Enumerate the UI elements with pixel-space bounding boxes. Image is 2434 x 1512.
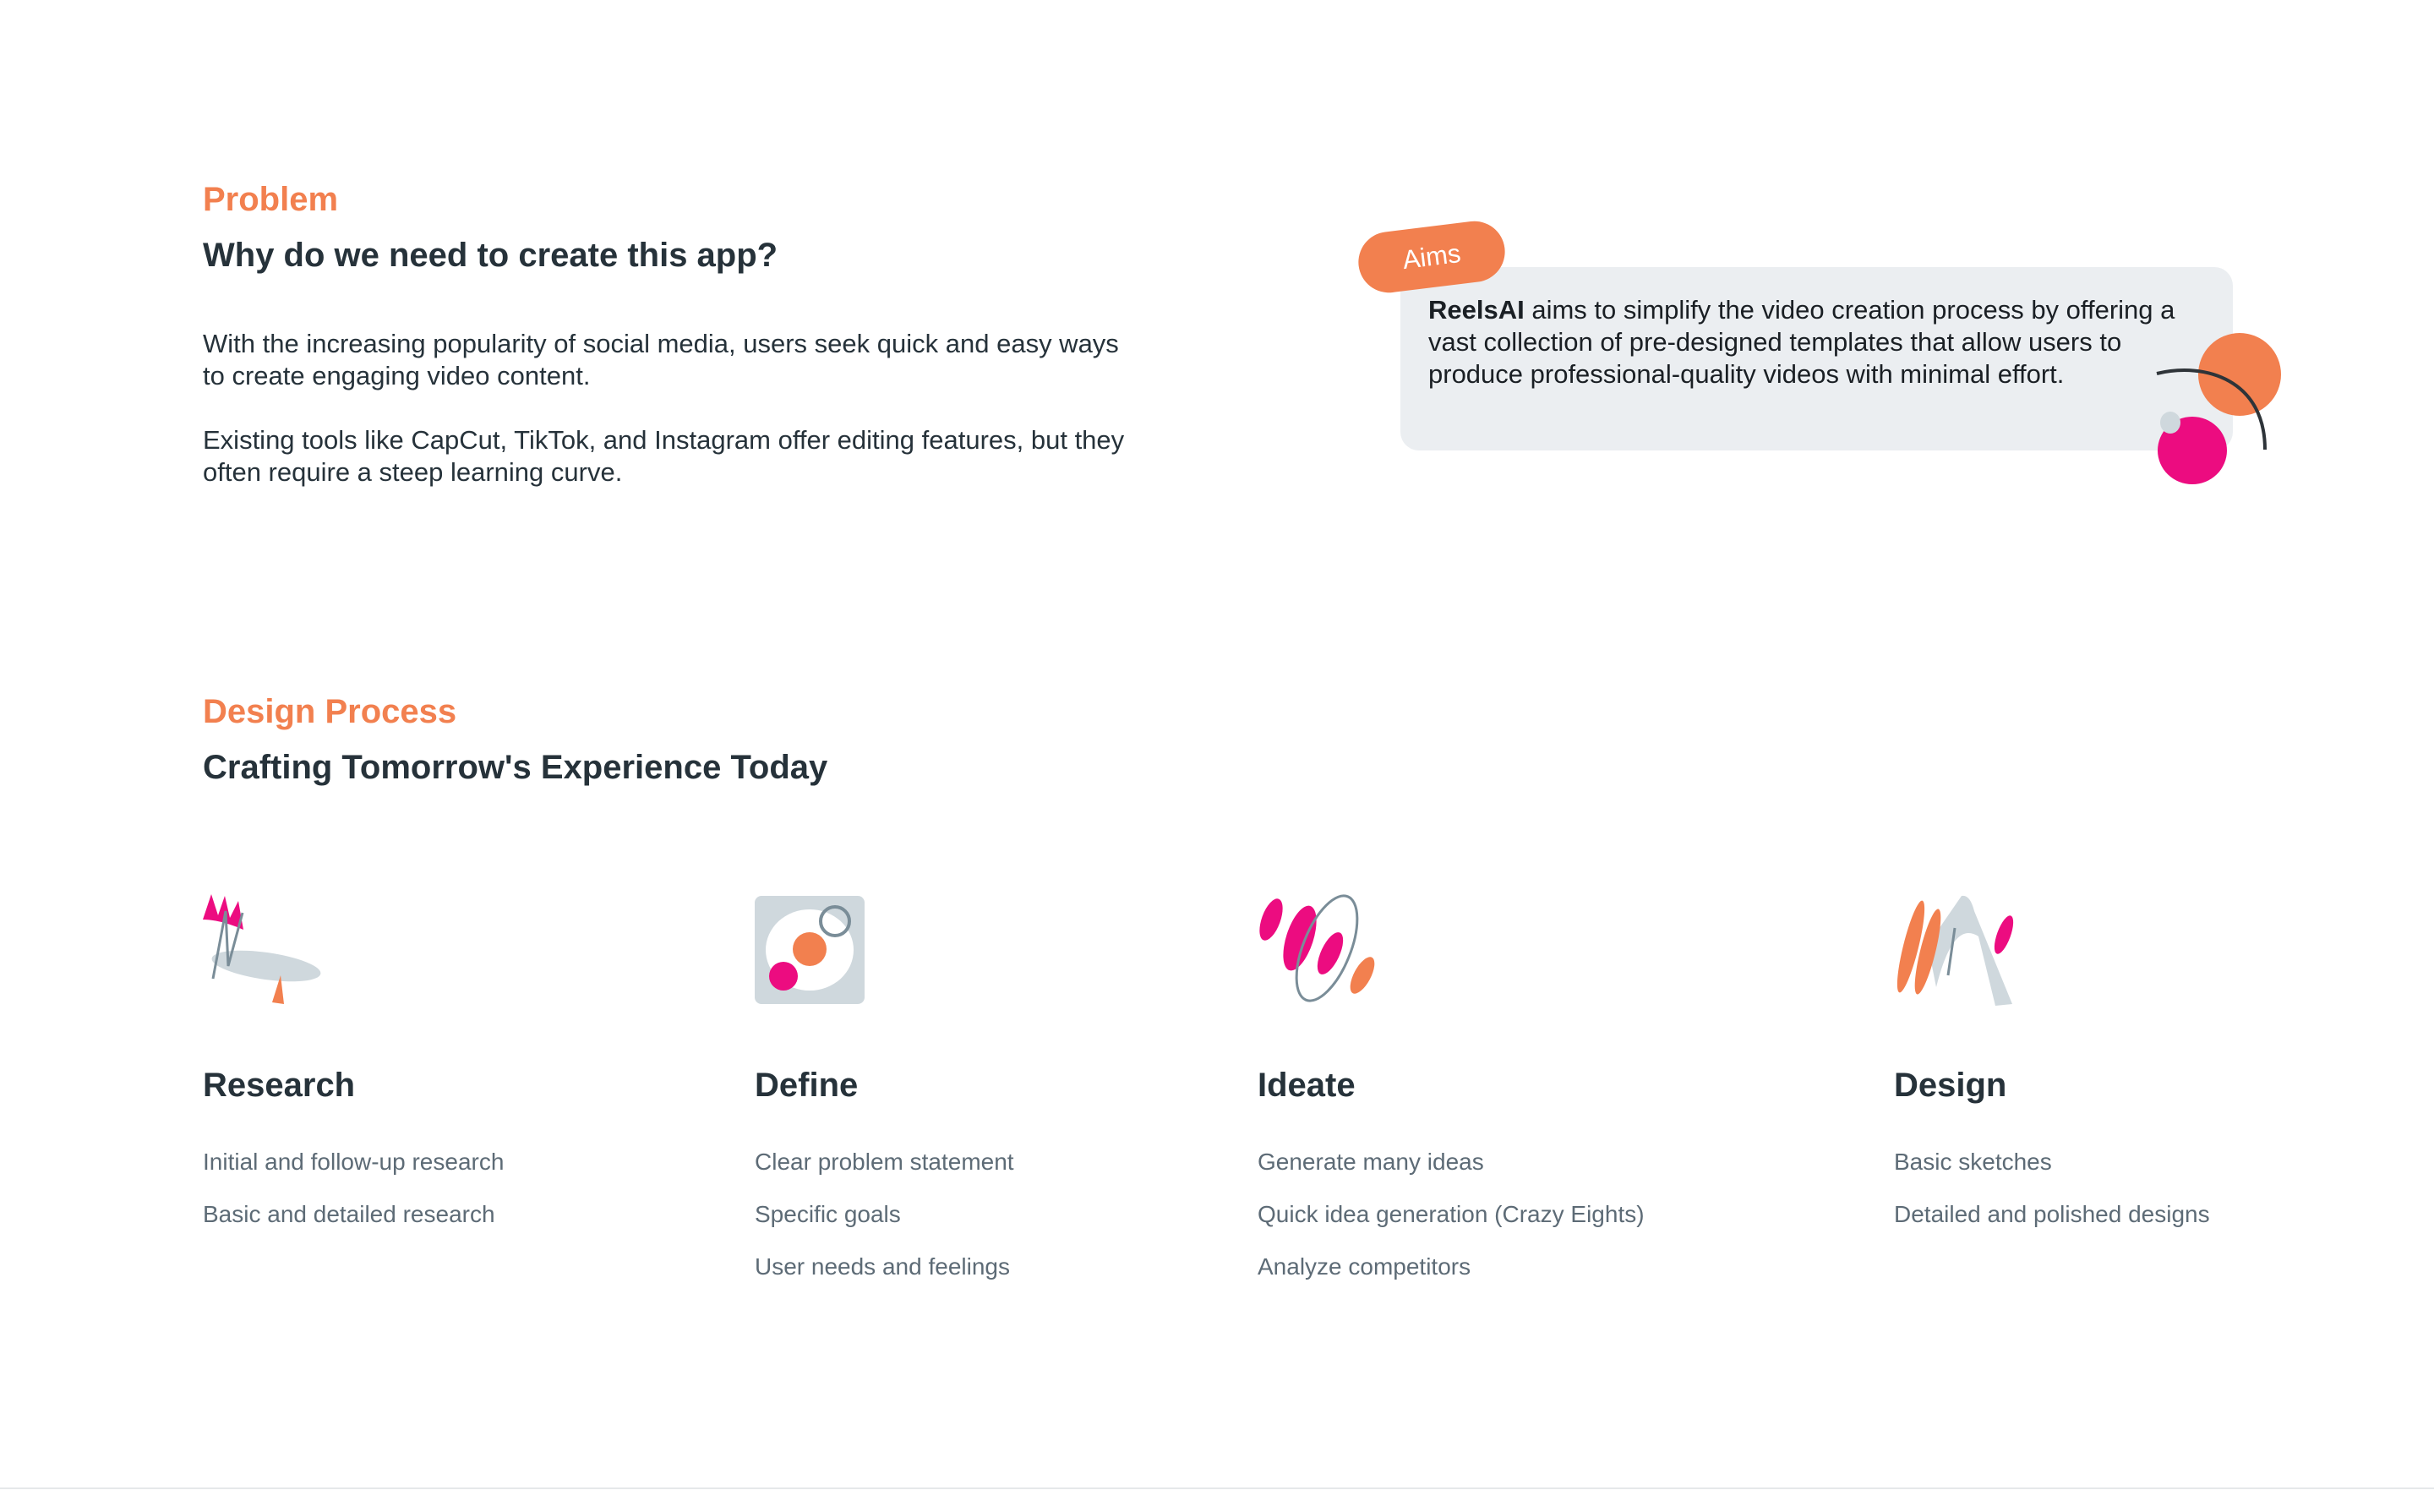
- design-process-eyebrow: Design Process: [203, 693, 457, 730]
- define-illustration-icon: [755, 896, 865, 1004]
- step-ideate: Ideate Generate many ideas Quick idea ge…: [1258, 894, 1765, 1306]
- list-item: Initial and follow-up research: [203, 1149, 505, 1175]
- list-item: Detailed and polished designs: [1894, 1201, 2210, 1227]
- aims-badge-label: Aims: [1400, 237, 1463, 276]
- research-illustration-icon: [203, 894, 321, 1004]
- list-item: Basic sketches: [1894, 1149, 2052, 1175]
- list-item: Basic and detailed research: [203, 1201, 495, 1227]
- list-item: Specific goals: [755, 1201, 901, 1227]
- ideate-illustration-icon: [1259, 894, 1375, 1002]
- step-title: Research: [203, 1067, 356, 1104]
- decorative-circles-icon: [2156, 333, 2281, 484]
- design-process-title: Crafting Tomorrow's Experience Today: [203, 749, 828, 786]
- design-illustration-icon: [1896, 895, 2014, 1006]
- problem-paragraph-1: With the increasing popularity of social…: [203, 329, 1119, 390]
- list-item: Quick idea generation (Crazy Eights): [1258, 1201, 1645, 1227]
- step-items: Generate many ideas Quick idea generatio…: [1258, 1149, 1765, 1306]
- problem-paragraph-2: Existing tools like CapCut, TikTok, and …: [203, 425, 1125, 487]
- aims-description: aims to simplify the video creation proc…: [1428, 295, 2175, 389]
- problem-title: Why do we need to create this app?: [203, 237, 778, 274]
- step-title: Define: [755, 1067, 859, 1104]
- aims-card: [1400, 267, 2233, 450]
- step-title: Design: [1894, 1067, 2007, 1104]
- step-define: Define Clear problem statement Specific …: [755, 894, 1262, 1306]
- list-item: Analyze competitors: [1258, 1253, 1471, 1280]
- aims-brand: ReelsAI: [1428, 295, 1525, 325]
- list-item: Generate many ideas: [1258, 1149, 1484, 1175]
- problem-eyebrow: Problem: [203, 181, 339, 218]
- step-design: Design Basic sketches Detailed and polis…: [1894, 894, 2401, 1253]
- step-items: Clear problem statement Specific goals U…: [755, 1149, 1262, 1306]
- divider: [0, 1487, 2434, 1489]
- aims-text: ReelsAI aims to simplify the video creat…: [1428, 294, 2189, 390]
- list-item: User needs and feelings: [755, 1253, 1010, 1280]
- step-items: Initial and follow-up research Basic and…: [203, 1149, 710, 1253]
- step-research: Research Initial and follow-up research …: [203, 894, 710, 1253]
- list-item: Clear problem statement: [755, 1149, 1014, 1175]
- step-title: Ideate: [1258, 1067, 1356, 1104]
- step-items: Basic sketches Detailed and polished des…: [1894, 1149, 2401, 1253]
